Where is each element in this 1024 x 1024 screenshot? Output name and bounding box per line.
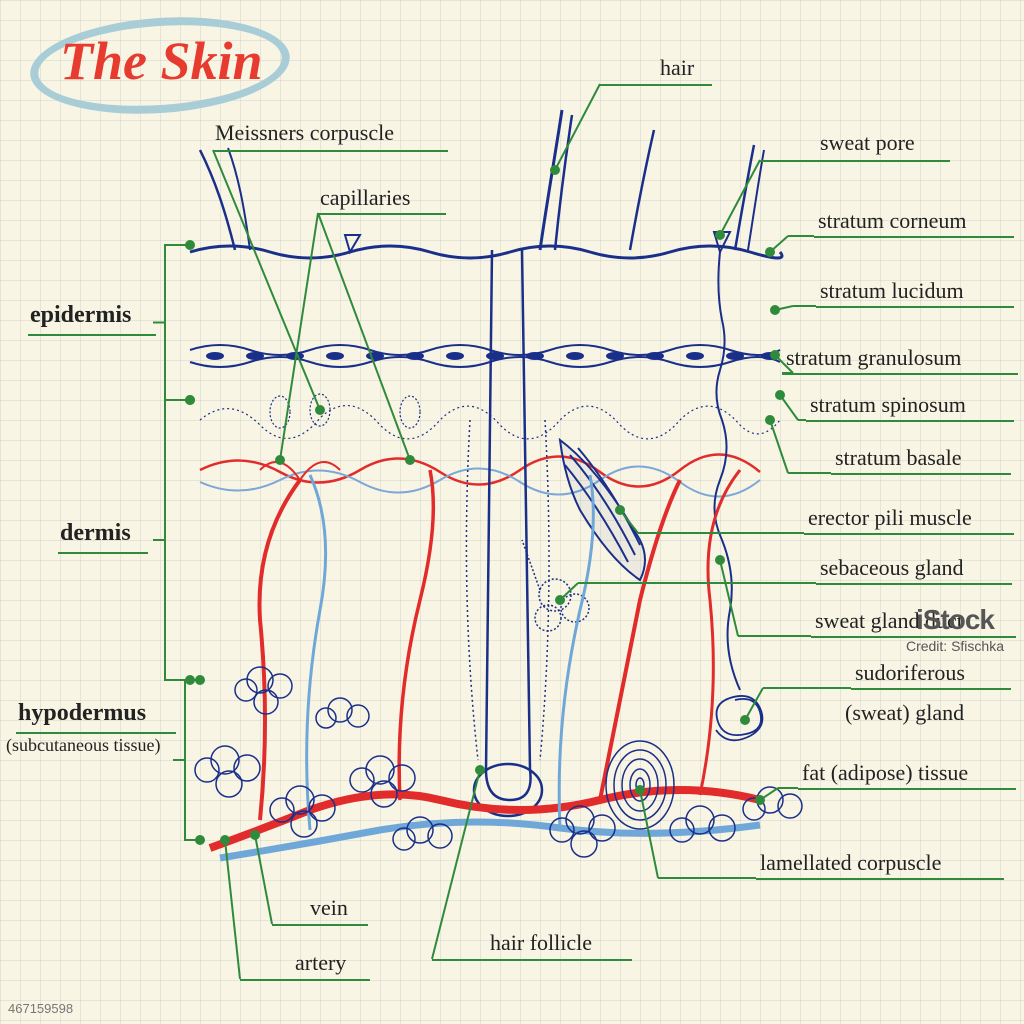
label-hypodermus: hypodermus — [18, 700, 146, 727]
label-underline — [851, 688, 1011, 690]
label-underline — [432, 959, 632, 961]
label-underline — [804, 533, 1014, 535]
label-underline — [272, 924, 368, 926]
label-hair_follicle: hair follicle — [490, 930, 592, 956]
label-hypodermus_sub: (subcutaneous tissue) — [6, 735, 160, 756]
label-underline — [16, 732, 176, 734]
label-underline — [756, 878, 1004, 880]
label-stratum_basale: stratum basale — [835, 445, 961, 471]
label-underline — [240, 979, 370, 981]
label-underline — [58, 552, 148, 554]
label-stratum_granulosum: stratum granulosum — [786, 345, 961, 371]
label-stratum_spinosum: stratum spinosum — [810, 392, 966, 418]
diagram-title: The Skin — [60, 30, 263, 92]
canvas: The Skin — [0, 0, 1024, 1024]
label-underline — [782, 373, 1018, 375]
label-stratum_lucidum: stratum lucidum — [820, 278, 964, 304]
label-dermis: dermis — [60, 520, 131, 547]
label-lamellated: lamellated corpuscle — [760, 850, 941, 876]
label-sudoriferous1: sudoriferous — [855, 660, 965, 686]
label-underline — [831, 473, 1011, 475]
watermark-credit: Credit: Sfischka — [906, 638, 1004, 654]
label-underline — [806, 420, 1014, 422]
label-underline — [760, 160, 950, 162]
label-sweat_pore: sweat pore — [820, 130, 915, 156]
label-underline — [318, 213, 446, 215]
label-artery: artery — [295, 950, 346, 976]
label-vein: vein — [310, 895, 348, 921]
label-stratum_corneum: stratum corneum — [818, 208, 966, 234]
label-meissners: Meissners corpuscle — [215, 120, 394, 146]
label-underline — [28, 334, 156, 336]
label-adipose: fat (adipose) tissue — [802, 760, 968, 786]
label-underline — [213, 150, 448, 152]
stock-id: 467159598 — [8, 1001, 73, 1016]
label-underline — [600, 84, 712, 86]
label-underline — [814, 236, 1014, 238]
watermark: iStock Credit: Sfischka — [906, 604, 1004, 654]
label-sudoriferous2: (sweat) gland — [845, 700, 964, 726]
label-underline — [798, 788, 1016, 790]
watermark-brand: iStock — [906, 604, 1004, 636]
label-hair: hair — [660, 55, 694, 81]
label-underline — [816, 583, 1012, 585]
label-sebaceous: sebaceous gland — [820, 555, 964, 581]
label-erector_pili: erector pili muscle — [808, 505, 972, 531]
label-capillaries: capillaries — [320, 185, 410, 211]
label-epidermis: epidermis — [30, 302, 131, 329]
label-underline — [816, 306, 1014, 308]
